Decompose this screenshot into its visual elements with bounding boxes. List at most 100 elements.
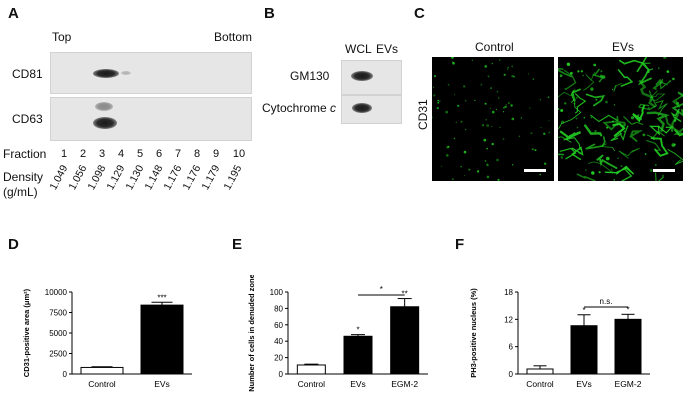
vessel-strand <box>655 99 668 116</box>
fluorescence-speck <box>559 74 563 77</box>
y-tick-label: 0 <box>279 370 284 379</box>
fluorescence-speck <box>455 121 458 124</box>
y-tick-label: 100 <box>270 288 284 297</box>
fluorescence-speck <box>433 75 437 78</box>
fluorescence-speck <box>630 116 635 120</box>
fluorescence-speck <box>617 157 619 159</box>
fluorescence-speck <box>612 120 614 123</box>
bracket-label: n.s. <box>600 297 613 306</box>
density-5: 1.130 <box>123 163 147 192</box>
significance-marker: * <box>356 326 359 335</box>
vessel-strand <box>558 98 582 129</box>
fluorescence-speck <box>540 126 542 129</box>
cd63-label: CD63 <box>12 112 43 126</box>
bar-control <box>296 364 326 375</box>
fluorescence-speck <box>573 99 576 102</box>
fluorescence-speck <box>432 116 433 119</box>
fraction-label: Fraction <box>3 147 47 161</box>
fluorescence-speck <box>511 75 514 78</box>
fluorescence-speck <box>439 100 441 102</box>
fluorescence-speck <box>463 150 467 154</box>
panel-e-letter: E <box>232 236 243 253</box>
vessel-strand <box>621 166 633 181</box>
fluorescence-speck <box>612 88 614 91</box>
density-6: 1.148 <box>142 163 166 192</box>
y-tick-label: 0 <box>63 370 68 379</box>
density-9: 1.179 <box>199 163 223 192</box>
y-tick-label: 60 <box>274 321 283 330</box>
fraction-3: 3 <box>98 148 106 160</box>
bar-egm-2 <box>390 306 420 375</box>
fluorescence-speck <box>613 104 615 106</box>
vessel-strand <box>559 147 577 160</box>
significance-marker: ** <box>402 290 408 299</box>
fluorescence-speck <box>496 158 499 162</box>
fluorescence-speck <box>658 67 660 69</box>
density-7: 1.176 <box>161 163 185 192</box>
y-axis-label: PH3-positive nucleus (%) <box>469 288 478 378</box>
fraction-5: 5 <box>136 148 144 160</box>
vessel-strand <box>590 114 618 123</box>
fluorescence-speck <box>437 101 440 104</box>
fraction-4: 4 <box>117 148 125 160</box>
vessel-strand <box>637 90 658 111</box>
vessel-strand <box>574 93 587 114</box>
vessel-strand <box>650 137 669 157</box>
cd81-band <box>93 69 119 78</box>
fluorescence-speck <box>511 164 514 166</box>
fluorescence-speck <box>530 132 533 135</box>
fluorescence-speck <box>560 109 564 112</box>
fluorescence-speck <box>445 110 449 114</box>
cd63-blot <box>50 97 252 141</box>
bar-egm-2 <box>614 318 642 375</box>
fluorescence-speck <box>648 107 650 109</box>
density-3: 1.098 <box>85 163 109 192</box>
fluorescence-speck <box>600 70 603 73</box>
control-fluorescence <box>432 57 551 181</box>
density-label: Density <box>3 170 44 184</box>
fluorescence-speck <box>464 99 467 102</box>
chart-e-cells-denuded: 0 20 40 60 80 100 Number of cells in denuded z… <box>247 275 428 392</box>
density-unit-label: (g/mL) <box>3 185 38 199</box>
fluorescence-speck <box>593 63 597 67</box>
gm130-band <box>351 71 373 81</box>
category-label: EGM-2 <box>615 379 642 389</box>
chart-d-cd31-area: 0 2500 5000 7500 10000 CD31-positive area (μm… <box>22 288 192 389</box>
fluorescence-speck <box>454 94 456 96</box>
fluorescence-speck <box>518 135 521 137</box>
fluorescence-speck <box>548 131 551 134</box>
panel-c-letter: C <box>414 5 425 22</box>
fraction-1: 1 <box>60 148 68 160</box>
fluorescence-speck <box>491 142 494 146</box>
fluorescence-speck <box>534 149 537 152</box>
category-label: Control <box>88 379 116 389</box>
vessel-strand <box>652 78 664 90</box>
panel-d-letter: D <box>8 236 19 253</box>
fluorescence-speck <box>496 90 499 93</box>
vessel-strand <box>576 173 596 181</box>
fluorescence-speck <box>591 171 595 175</box>
vessel-strand <box>585 136 606 150</box>
fluorescence-speck <box>437 99 439 102</box>
vessel-strand <box>585 93 606 107</box>
evs-micrograph <box>558 57 683 181</box>
fluorescence-speck <box>465 129 467 131</box>
fluorescence-speck <box>560 120 565 124</box>
fluorescence-speck <box>673 119 677 122</box>
fluorescence-speck <box>502 138 505 140</box>
vessel-strand <box>671 91 683 117</box>
fluorescence-speck <box>529 107 531 109</box>
y-tick-label: 5000 <box>49 329 67 338</box>
fluorescence-speck <box>484 160 487 162</box>
bar-evs <box>343 335 373 375</box>
fluorescence-speck <box>507 66 509 69</box>
fluorescence-speck <box>606 156 610 161</box>
fluorescence-speck <box>613 179 615 181</box>
fluorescence-speck <box>498 59 501 61</box>
fluorescence-speck <box>623 130 626 133</box>
bracket-label: * <box>380 285 383 294</box>
fluorescence-speck <box>575 117 578 120</box>
fluorescence-speck <box>543 162 547 165</box>
fluorescence-speck <box>539 99 542 101</box>
fluorescence-speck <box>486 164 489 167</box>
